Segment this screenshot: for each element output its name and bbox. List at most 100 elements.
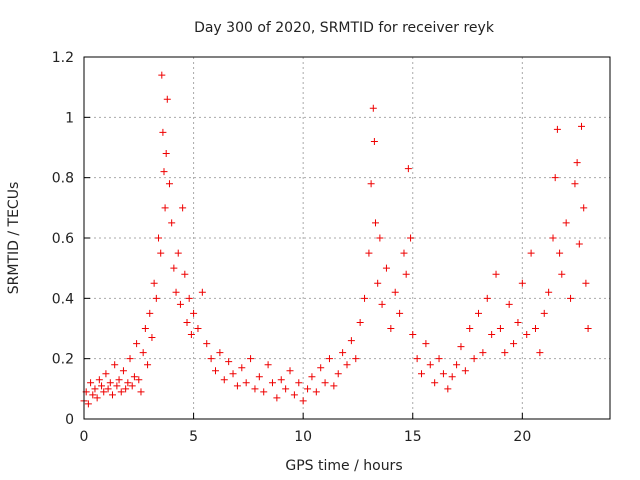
data-point [496,325,504,332]
data-point [220,376,228,384]
data-point [117,388,125,396]
data-point [174,249,182,257]
data-point [556,249,564,257]
data-point [382,264,390,272]
data-point [286,367,294,375]
x-tick-label: 20 [513,429,531,445]
data-point [492,270,500,278]
data-point [137,388,145,396]
data-point [343,361,351,369]
data-point [571,180,579,188]
data-point [378,300,386,308]
x-tick-label: 15 [404,429,422,445]
data-point [488,331,496,339]
data-point [580,204,588,212]
data-point [558,270,566,278]
data-point [376,234,384,242]
data-point [119,367,127,375]
data-point [113,382,121,390]
data-point [183,318,191,326]
data-point [418,370,426,378]
data-point [444,385,452,393]
data-point [157,249,165,257]
data-point [126,355,134,363]
data-point [402,270,410,278]
data-point [334,370,342,378]
data-point [514,318,522,326]
data-point [133,340,141,348]
data-point [233,382,241,390]
data-point [102,370,110,378]
data-point [567,294,575,302]
data-point [198,288,206,296]
data-point [510,340,518,348]
data-point [299,397,307,405]
data-point [100,388,108,396]
data-point [426,361,434,369]
data-point [365,249,373,257]
y-tick-label: 0.2 [52,352,74,368]
data-point [98,382,106,390]
data-point [89,391,97,399]
data-point [466,325,474,332]
data-point [545,288,553,296]
data-point [347,337,355,345]
data-point [95,376,103,384]
x-ticks: 0 5 10 15 20 [80,413,531,445]
data-point [321,379,329,387]
data-point [225,358,233,366]
data-point [374,279,382,287]
data-point [387,325,395,332]
data-point [148,334,156,342]
data-point [352,355,360,363]
data-point [152,294,160,302]
data-point [260,388,268,396]
data-point [146,309,154,317]
data-point [361,294,369,302]
data-point [582,279,590,287]
data-point [369,104,377,112]
data-point [356,318,364,326]
data-point [531,325,539,332]
data-point [93,394,101,402]
data-point [290,391,298,399]
data-point [190,309,198,317]
data-point [407,234,415,242]
data-point [523,331,531,339]
data-point [229,370,237,378]
data-point [155,234,163,242]
data-point [168,219,176,227]
data-point [130,373,138,381]
data-point [527,249,535,257]
data-point [139,349,147,357]
data-point [159,128,167,136]
data-point [165,180,173,188]
data-point [400,249,408,257]
data-point [141,325,149,332]
data-point [87,379,95,387]
data-point [312,388,320,396]
data-point [573,159,581,167]
data-point [409,331,417,339]
data-point [144,361,152,369]
data-point [158,71,166,79]
data-point [461,367,469,375]
data-point [562,219,570,227]
data-point [181,270,189,278]
y-tick-label: 0.8 [52,171,74,187]
y-tick-label: 0.6 [52,231,74,247]
data-point [216,349,224,357]
y-tick-label: 1 [65,110,74,126]
data-point [518,279,526,287]
data-point [330,382,338,390]
data-point [431,379,439,387]
data-point [475,309,482,317]
x-tick-label: 0 [80,429,89,445]
data-point [505,300,513,308]
data-point [104,385,112,393]
data-point [194,325,202,332]
data-point [108,391,116,399]
data-point [448,373,456,381]
data-point [106,379,114,387]
